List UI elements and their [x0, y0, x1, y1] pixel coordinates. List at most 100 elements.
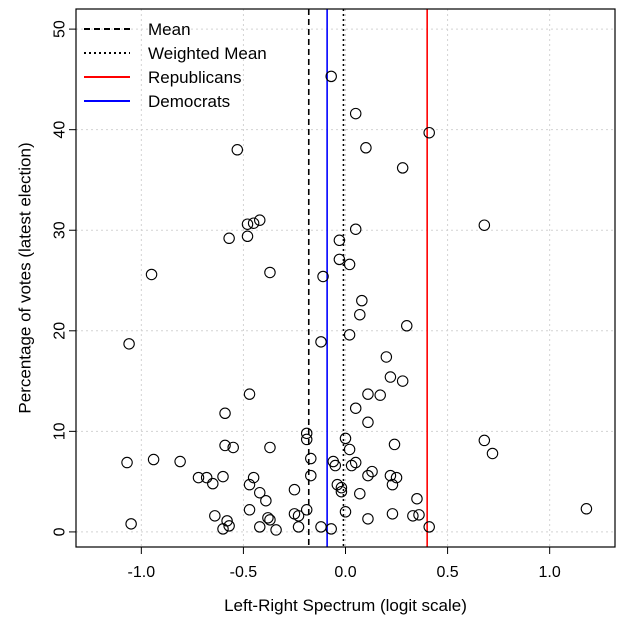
- data-point: [384, 469, 397, 482]
- data-point: [486, 447, 499, 460]
- data-point: [478, 434, 491, 447]
- legend-label: Mean: [148, 20, 191, 39]
- data-point: [254, 214, 266, 226]
- data-point: [288, 483, 301, 496]
- data-point: [343, 443, 356, 456]
- data-point: [223, 520, 235, 532]
- y-tick-label: 10: [52, 422, 69, 440]
- data-point: [356, 294, 368, 307]
- data-point: [300, 504, 313, 516]
- data-point: [260, 494, 272, 507]
- y-tick-label: 0: [52, 527, 69, 536]
- legend-label: Republicans: [148, 68, 242, 87]
- data-point: [349, 223, 362, 235]
- data-point: [384, 371, 397, 383]
- data-point: [331, 478, 344, 491]
- data-point: [192, 471, 205, 484]
- data-point: [264, 266, 276, 279]
- legend-label: Democrats: [148, 92, 230, 111]
- data-point: [121, 456, 133, 469]
- data-point: [243, 388, 256, 400]
- data-point: [349, 456, 362, 469]
- x-tick-label: 0.5: [436, 564, 458, 581]
- x-axis-ticks: -1.0 -0.5 0.0 0.5 1.0: [128, 547, 561, 581]
- data-point: [354, 487, 366, 500]
- data-point: [335, 481, 348, 494]
- data-point: [366, 465, 378, 478]
- data-point: [325, 70, 337, 83]
- data-point: [264, 514, 276, 526]
- data-point: [325, 523, 337, 535]
- data-point: [247, 217, 260, 229]
- data-point: [243, 504, 256, 516]
- reference-lines: [307, 9, 428, 547]
- data-point: [339, 432, 352, 445]
- data-point: [335, 485, 348, 498]
- data-point: [396, 162, 409, 174]
- data-point: [329, 459, 342, 472]
- x-tick-label: -0.5: [230, 564, 258, 581]
- data-point: [254, 521, 266, 533]
- data-point: [300, 427, 313, 440]
- y-tick-label: 40: [52, 121, 69, 139]
- data-point: [223, 232, 235, 245]
- data-point: [315, 521, 327, 533]
- data-point: [125, 518, 137, 530]
- data-point: [209, 510, 221, 522]
- data-point: [478, 219, 491, 231]
- grid: [76, 9, 615, 547]
- y-tick-label: 30: [52, 221, 69, 239]
- y-axis-title: Percentage of votes (latest election): [16, 142, 35, 413]
- data-point: [147, 453, 160, 466]
- data-point: [241, 218, 254, 230]
- data-point: [349, 402, 362, 414]
- data-point: [300, 433, 313, 446]
- data-point: [292, 510, 305, 522]
- data-point: [305, 469, 317, 482]
- data-point: [200, 471, 213, 484]
- data-point: [339, 506, 352, 518]
- y-tick-label: 50: [52, 20, 69, 38]
- data-point: [270, 524, 282, 536]
- data-point: [360, 142, 372, 154]
- data-point: [411, 492, 423, 505]
- data-point: [388, 438, 401, 451]
- data-point: [305, 452, 317, 465]
- data-point: [349, 107, 362, 120]
- data-point: [262, 512, 274, 524]
- data-point: [217, 523, 229, 535]
- data-point: [362, 469, 374, 482]
- data-point: [423, 126, 435, 139]
- data-point: [396, 375, 409, 387]
- data-point: [333, 253, 346, 266]
- data-point: [362, 513, 374, 525]
- y-tick-label: 20: [52, 322, 69, 340]
- x-tick-label: -1.0: [128, 564, 156, 581]
- x-tick-label: 1.0: [539, 564, 561, 581]
- data-point: [217, 470, 229, 483]
- data-point: [407, 510, 419, 522]
- data-point: [315, 336, 327, 348]
- y-axis-ticks: 0 10 20 30 40 50: [52, 20, 76, 536]
- data-point: [174, 455, 186, 468]
- data-point: [386, 478, 399, 491]
- data-point: [362, 416, 374, 429]
- data-point: [343, 329, 356, 341]
- data-point: [390, 471, 403, 484]
- data-point: [354, 308, 366, 321]
- data-point: [317, 270, 329, 283]
- legend: Mean Weighted Mean Republicans Democrats: [84, 20, 267, 111]
- data-point: [145, 268, 158, 281]
- data-point: [413, 509, 425, 521]
- data-point: [374, 389, 386, 401]
- data-point: [243, 478, 256, 491]
- data-point: [219, 439, 231, 452]
- data-point: [580, 503, 593, 515]
- data-points: [121, 70, 593, 536]
- data-point: [247, 471, 260, 484]
- data-point: [292, 521, 305, 533]
- data-point: [241, 230, 254, 243]
- data-point: [400, 320, 413, 332]
- legend-label: Weighted Mean: [148, 44, 267, 63]
